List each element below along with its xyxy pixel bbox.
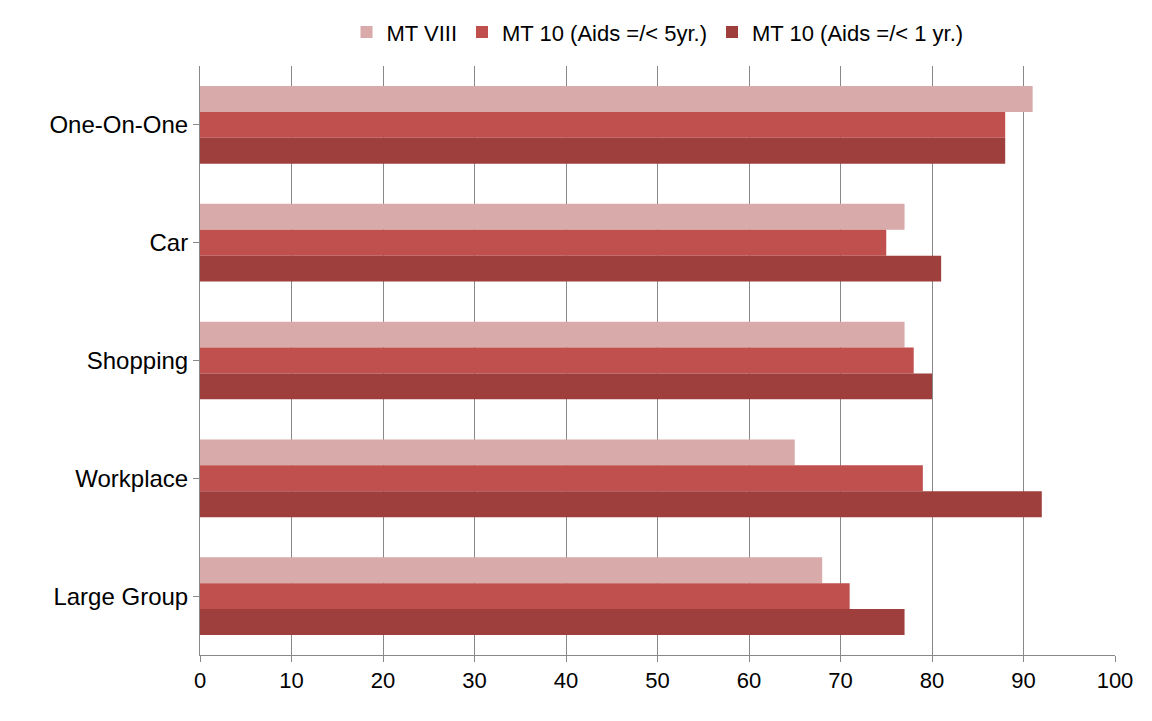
svg-text:10: 10 (279, 668, 303, 693)
svg-text:Workplace: Workplace (75, 465, 188, 492)
svg-text:MT 10 (Aids =/< 1 yr.): MT 10 (Aids =/< 1 yr.) (752, 21, 963, 46)
svg-text:80: 80 (920, 668, 944, 693)
svg-text:20: 20 (371, 668, 395, 693)
svg-text:90: 90 (1011, 668, 1035, 693)
svg-text:Shopping: Shopping (87, 347, 188, 374)
svg-text:30: 30 (462, 668, 486, 693)
svg-text:50: 50 (645, 668, 669, 693)
svg-text:MT 10 (Aids =/< 5yr.): MT 10 (Aids =/< 5yr.) (502, 21, 707, 46)
svg-text:One-On-One: One-On-One (49, 111, 188, 138)
svg-text:MT VIII: MT VIII (387, 21, 458, 46)
svg-text:0: 0 (194, 668, 206, 693)
svg-text:Car: Car (150, 229, 189, 256)
svg-text:100: 100 (1097, 668, 1134, 693)
svg-text:60: 60 (737, 668, 761, 693)
svg-text:Large Group: Large Group (53, 583, 188, 610)
svg-text:70: 70 (828, 668, 852, 693)
svg-text:40: 40 (554, 668, 578, 693)
